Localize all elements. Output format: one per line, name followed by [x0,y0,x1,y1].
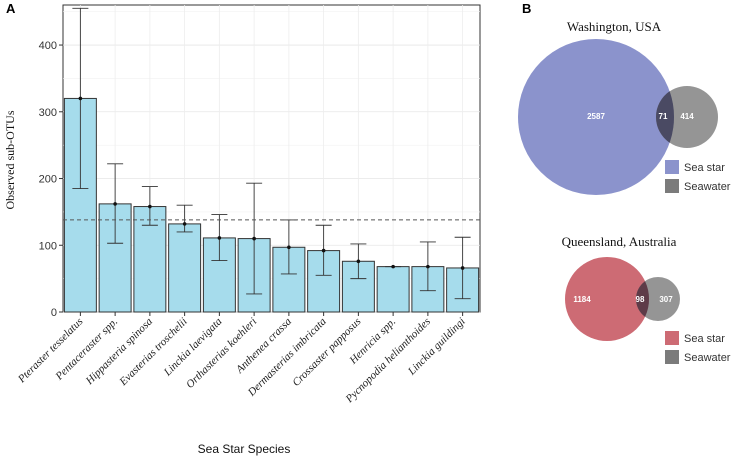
venn-count-overlap: 71 [659,112,668,121]
legend-swatch-sea-star [665,160,679,174]
venn-queensland: Queensland, Australia 1184 98 307 Sea st… [562,234,731,364]
legend-label-seawater: Seawater [684,181,731,193]
x-axis-label: Sea Star Species [198,442,291,456]
y-axis-ticks: 0 100 200 300 400 [39,40,63,319]
y-tick-label: 100 [39,240,57,252]
venn-count-sea-star: 2587 [587,112,605,121]
mean-point [148,204,152,209]
mean-point [460,266,465,270]
venn-count-seawater: 414 [680,112,694,121]
mean-point [113,202,117,206]
gridlines [63,5,480,313]
y-tick-label: 300 [39,107,57,119]
bar-chart-panel: A 0 100 200 300 400 Pteraster tesselatusPent… [3,1,481,456]
y-tick-label: 200 [39,174,57,186]
legend-label-seawater: Seawater [684,352,731,364]
venn-panel: B Washington, USA 2587 71 414 Sea star S… [518,1,731,364]
error-bars [72,7,471,300]
mean-point [287,245,291,250]
y-tick-label: 0 [51,307,57,319]
venn-circle-sea-star [565,257,649,341]
venn-count-sea-star: 1184 [573,295,591,304]
legend-swatch-seawater [665,350,679,364]
venn-washington: Washington, USA 2587 71 414 Sea star Sea… [518,19,731,195]
x-tick-label: Pentaceraster spp. [53,316,121,384]
venn-count-seawater: 307 [659,295,673,304]
bar [307,250,341,313]
venn-circle-sea-star [518,39,674,195]
legend-label-sea-star: Sea star [684,162,725,174]
x-tick-label: Pteraster tesselatus [15,316,85,386]
panel-label-a: A [6,1,16,16]
venn-overlap [636,281,649,317]
x-tick-label: Linckia laevigata [161,315,225,379]
mean-point [78,96,83,101]
bar [376,266,410,313]
mean-point [217,236,222,240]
mean-point [391,264,395,269]
mean-point [356,259,361,264]
legend-label-sea-star: Sea star [684,333,725,345]
plot-area [62,4,481,313]
legend-swatch-seawater [665,179,679,193]
mean-point [182,222,187,226]
mean-point [321,248,326,253]
venn-title-washington: Washington, USA [567,19,662,34]
mean-point [252,236,256,241]
bar [168,223,202,313]
venn-overlap [656,91,675,143]
y-axis-label: Observed sub-OTUs [3,110,17,209]
mean-point [426,264,430,269]
venn-count-overlap: 98 [636,295,645,304]
legend-swatch-sea-star [665,331,679,345]
panel-label-b: B [522,1,531,16]
venn-title-queensland: Queensland, Australia [562,234,677,249]
y-tick-label: 400 [39,40,57,52]
